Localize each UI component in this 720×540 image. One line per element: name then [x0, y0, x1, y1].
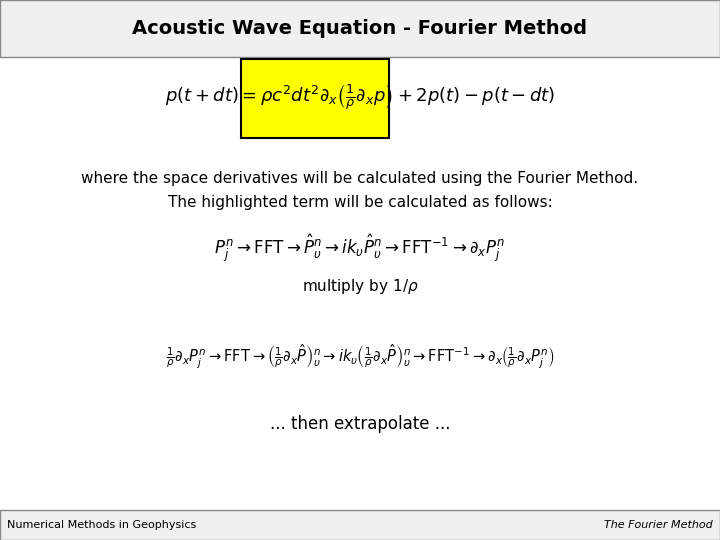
Text: where the space derivatives will be calculated using the Fourier Method.: where the space derivatives will be calc…: [81, 171, 639, 186]
Text: $p(t+dt) = \rho c^2 dt^2 \partial_x \left(\frac{1}{\rho}\partial_x p\right) + 2p: $p(t+dt) = \rho c^2 dt^2 \partial_x \lef…: [165, 83, 555, 112]
FancyBboxPatch shape: [0, 510, 720, 540]
FancyBboxPatch shape: [0, 0, 720, 57]
Text: Numerical Methods in Geophysics: Numerical Methods in Geophysics: [7, 521, 197, 530]
Text: $\frac{1}{\rho}\partial_x P_j^n \rightarrow \mathrm{FFT} \rightarrow \left(\frac: $\frac{1}{\rho}\partial_x P_j^n \rightar…: [166, 342, 554, 370]
Text: ... then extrapolate ...: ... then extrapolate ...: [270, 415, 450, 433]
Text: The highlighted term will be calculated as follows:: The highlighted term will be calculated …: [168, 195, 552, 210]
Text: The Fourier Method: The Fourier Method: [604, 521, 713, 530]
FancyBboxPatch shape: [241, 59, 389, 138]
Text: $P_j^n \rightarrow \mathrm{FFT} \rightarrow \hat{P}_\upsilon^n \rightarrow ik_\u: $P_j^n \rightarrow \mathrm{FFT} \rightar…: [215, 233, 505, 264]
Text: Acoustic Wave Equation - Fourier Method: Acoustic Wave Equation - Fourier Method: [132, 19, 588, 38]
Text: multiply by 1/$\rho$: multiply by 1/$\rho$: [302, 276, 418, 296]
